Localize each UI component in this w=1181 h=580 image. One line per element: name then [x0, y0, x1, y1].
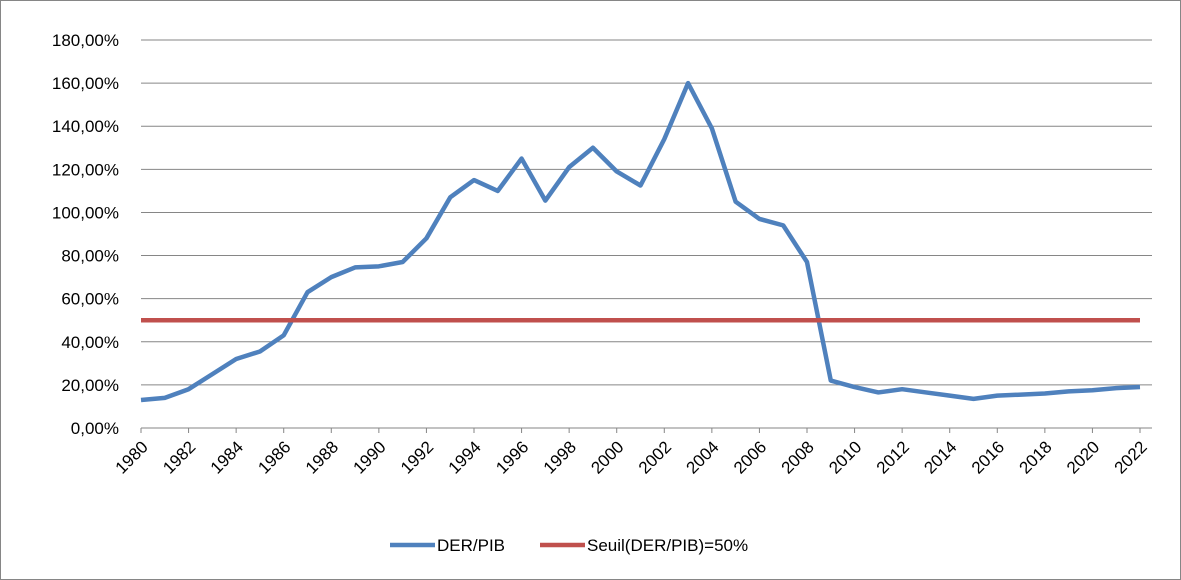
y-tick-label: 120,00% — [52, 160, 119, 179]
y-tick-label: 160,00% — [52, 74, 119, 93]
y-tick-label: 180,00% — [52, 31, 119, 50]
y-tick-label: 0,00% — [71, 419, 119, 438]
series-line — [140, 80, 1141, 403]
y-tick-label: 40,00% — [61, 333, 119, 352]
legend-label: DER/PIB — [437, 536, 505, 555]
y-tick-label: 80,00% — [61, 247, 119, 266]
legend-label: Seuil(DER/PIB)=50% — [587, 536, 748, 555]
y-tick-label: 60,00% — [61, 290, 119, 309]
y-tick-label: 20,00% — [61, 376, 119, 395]
y-tick-label: 140,00% — [52, 117, 119, 136]
y-tick-label: 100,00% — [52, 203, 119, 222]
